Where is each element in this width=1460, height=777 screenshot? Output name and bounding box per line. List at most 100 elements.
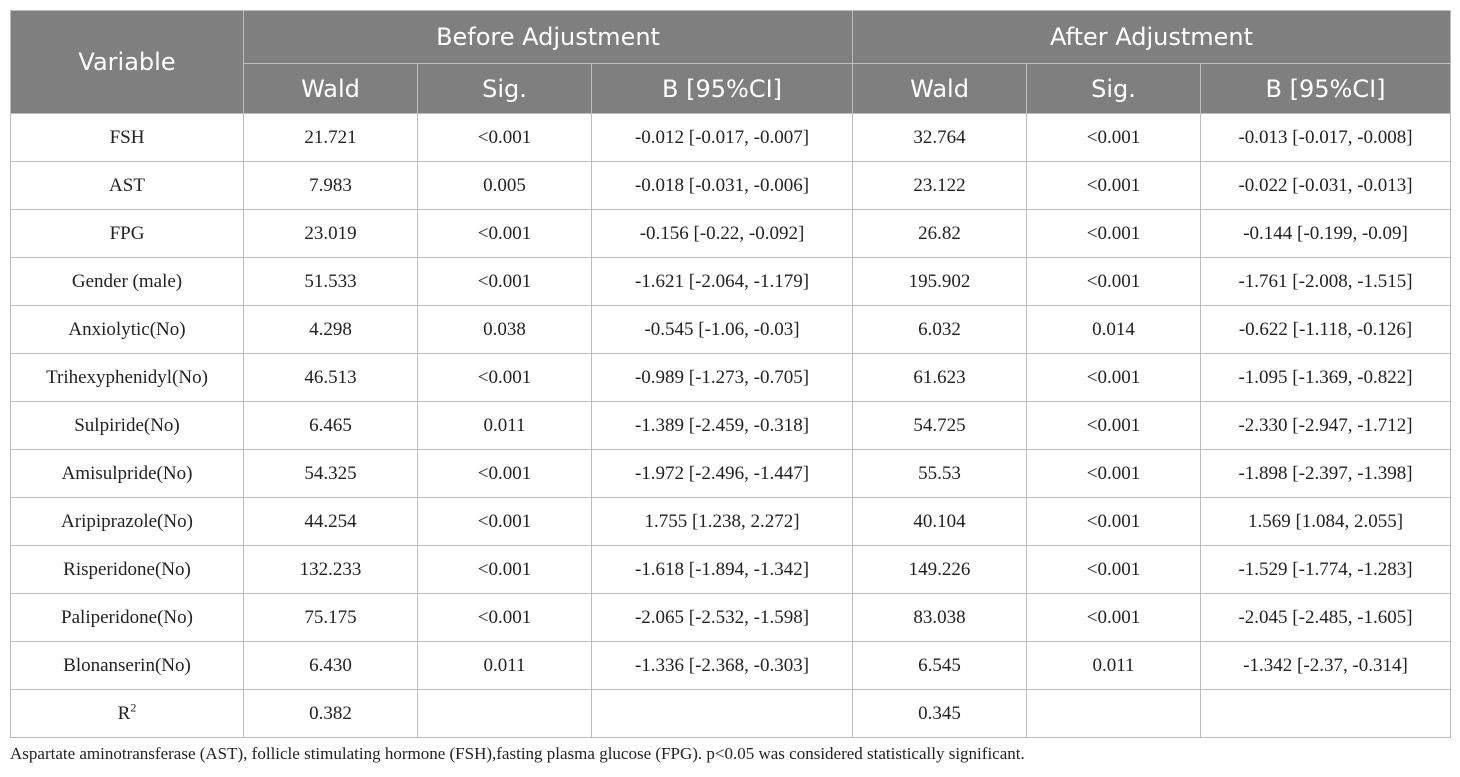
cell-b-after: -0.144 [-0.199, -0.09] xyxy=(1200,209,1452,258)
cell-wald-before: 51.533 xyxy=(243,257,418,306)
cell-b-after: -1.761 [-2.008, -1.515] xyxy=(1200,257,1452,306)
cell-variable: Amisulpride(No) xyxy=(10,449,244,498)
cell-variable: Trihexyphenidyl(No) xyxy=(10,353,244,402)
table-body: FSH 21.721 <0.001 -0.012 [-0.017, -0.007] 32… xyxy=(10,113,1452,738)
header-wald-after: Wald xyxy=(852,63,1028,114)
cell-wald-after: 23.122 xyxy=(852,161,1028,210)
cell-sig-before: <0.001 xyxy=(417,497,592,546)
cell-r2-b-after xyxy=(1200,689,1452,738)
cell-wald-after: 54.725 xyxy=(852,401,1028,450)
cell-variable: Paliperidone(No) xyxy=(10,593,244,642)
cell-wald-after: 55.53 xyxy=(852,449,1028,498)
header-row-sub: Wald Sig. B [95%CI] Wald Sig. B [95%CI] xyxy=(11,63,1452,114)
cell-variable: FSH xyxy=(10,113,244,162)
header-sig-before: Sig. xyxy=(417,63,592,114)
cell-b-before: -0.012 [-0.017, -0.007] xyxy=(590,113,854,162)
cell-wald-before: 6.465 xyxy=(243,401,418,450)
table-container: Variable Before Adjustment After Adjustm… xyxy=(10,10,1452,738)
table-row: Sulpiride(No) 6.465 0.011 -1.389 [-2.459, -… xyxy=(10,401,1452,450)
cell-r2-sig-before xyxy=(417,689,592,738)
table-footnote: Aspartate aminotransferase (AST), follic… xyxy=(10,744,1025,763)
cell-wald-after: 40.104 xyxy=(852,497,1028,546)
cell-wald-before: 132.233 xyxy=(243,545,418,594)
table-header: Variable Before Adjustment After Adjustm… xyxy=(10,10,1452,114)
cell-sig-before: <0.001 xyxy=(417,257,592,306)
cell-sig-before: <0.001 xyxy=(417,593,592,642)
cell-b-after: -1.898 [-2.397, -1.398] xyxy=(1200,449,1452,498)
cell-sig-after: <0.001 xyxy=(1026,593,1202,642)
header-wald-before: Wald xyxy=(243,63,418,114)
cell-sig-after: 0.014 xyxy=(1026,305,1202,354)
cell-wald-before: 6.430 xyxy=(243,641,418,690)
cell-b-before: -0.018 [-0.031, -0.006] xyxy=(590,161,854,210)
cell-wald-before: 4.298 xyxy=(243,305,418,354)
cell-sig-after: <0.001 xyxy=(1026,209,1202,258)
header-after-adjustment: After Adjustment xyxy=(852,10,1452,64)
r2-label-base: R xyxy=(117,702,131,724)
cell-b-after: -2.330 [-2.947, -1.712] xyxy=(1200,401,1452,450)
cell-wald-after: 149.226 xyxy=(852,545,1028,594)
table-row: FSH 21.721 <0.001 -0.012 [-0.017, -0.007] 32… xyxy=(10,113,1452,162)
table-row: Blonanserin(No) 6.430 0.011 -1.336 [-2.368,… xyxy=(10,641,1452,690)
cell-sig-after: <0.001 xyxy=(1026,545,1202,594)
header-b-after: B [95%CI] xyxy=(1200,63,1452,114)
header-variable: Variable xyxy=(10,10,244,114)
cell-sig-before: <0.001 xyxy=(417,545,592,594)
cell-sig-after: <0.001 xyxy=(1026,449,1202,498)
cell-wald-before: 7.983 xyxy=(243,161,418,210)
cell-sig-after: <0.001 xyxy=(1026,401,1202,450)
cell-r2-b-before xyxy=(590,689,854,738)
cell-wald-after: 6.545 xyxy=(852,641,1028,690)
cell-variable: AST xyxy=(10,161,244,210)
table-row: Paliperidone(No) 75.175 <0.001 -2.065 [-2.5… xyxy=(10,593,1452,642)
r2-label-sup: 2 xyxy=(130,700,137,715)
cell-b-after: -0.022 [-0.031, -0.013] xyxy=(1200,161,1452,210)
cell-wald-before: 54.325 xyxy=(243,449,418,498)
cell-sig-after: <0.001 xyxy=(1026,497,1202,546)
cell-r2-label: R2 xyxy=(10,689,244,738)
cell-b-after: 1.569 [1.084, 2.055] xyxy=(1200,497,1452,546)
cell-sig-before: 0.011 xyxy=(417,401,592,450)
cell-sig-after: <0.001 xyxy=(1026,257,1202,306)
cell-b-before: -1.389 [-2.459, -0.318] xyxy=(590,401,854,450)
header-b-before: B [95%CI] xyxy=(590,63,854,114)
cell-b-after: -1.529 [-1.774, -1.283] xyxy=(1200,545,1452,594)
cell-sig-before: 0.038 xyxy=(417,305,592,354)
cell-b-after: -0.622 [-1.118, -0.126] xyxy=(1200,305,1452,354)
cell-sig-after: <0.001 xyxy=(1026,113,1202,162)
cell-variable: FPG xyxy=(10,209,244,258)
cell-b-before: -0.545 [-1.06, -0.03] xyxy=(590,305,854,354)
cell-r2-wald-after: 0.345 xyxy=(852,689,1028,738)
table-row: Trihexyphenidyl(No) 46.513 <0.001 -0.989 [-… xyxy=(10,353,1452,402)
cell-sig-before: <0.001 xyxy=(417,449,592,498)
cell-wald-after: 26.82 xyxy=(852,209,1028,258)
cell-b-before: -1.618 [-1.894, -1.342] xyxy=(590,545,854,594)
cell-wald-before: 75.175 xyxy=(243,593,418,642)
header-sig-after: Sig. xyxy=(1026,63,1202,114)
cell-sig-before: 0.005 xyxy=(417,161,592,210)
cell-b-after: -1.342 [-2.37, -0.314] xyxy=(1200,641,1452,690)
cell-variable: Risperidone(No) xyxy=(10,545,244,594)
cell-wald-before: 23.019 xyxy=(243,209,418,258)
cell-b-after: -2.045 [-2.485, -1.605] xyxy=(1200,593,1452,642)
cell-sig-after: <0.001 xyxy=(1026,161,1202,210)
cell-wald-before: 21.721 xyxy=(243,113,418,162)
table-row-r2: R2 0.382 0.345 xyxy=(10,689,1452,738)
cell-b-before: -0.989 [-1.273, -0.705] xyxy=(590,353,854,402)
cell-sig-before: <0.001 xyxy=(417,353,592,402)
cell-wald-after: 32.764 xyxy=(852,113,1028,162)
cell-sig-after: <0.001 xyxy=(1026,353,1202,402)
cell-wald-before: 44.254 xyxy=(243,497,418,546)
cell-wald-after: 195.902 xyxy=(852,257,1028,306)
cell-variable: Blonanserin(No) xyxy=(10,641,244,690)
table-row: Gender (male) 51.533 <0.001 -1.621 [-2.064,… xyxy=(10,257,1452,306)
regression-table: Variable Before Adjustment After Adjustm… xyxy=(10,10,1452,738)
cell-b-before: -1.972 [-2.496, -1.447] xyxy=(590,449,854,498)
cell-wald-after: 61.623 xyxy=(852,353,1028,402)
cell-b-after: -0.013 [-0.017, -0.008] xyxy=(1200,113,1452,162)
cell-variable: Sulpiride(No) xyxy=(10,401,244,450)
cell-b-before: -0.156 [-0.22, -0.092] xyxy=(590,209,854,258)
cell-wald-after: 6.032 xyxy=(852,305,1028,354)
cell-variable: Anxiolytic(No) xyxy=(10,305,244,354)
cell-b-before: 1.755 [1.238, 2.272] xyxy=(590,497,854,546)
